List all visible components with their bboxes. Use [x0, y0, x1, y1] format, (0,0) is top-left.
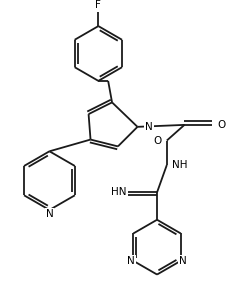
Text: N: N — [179, 256, 187, 266]
Text: N: N — [145, 122, 153, 132]
Text: N: N — [46, 209, 53, 219]
Text: F: F — [95, 0, 101, 10]
Text: NH: NH — [172, 160, 187, 170]
Text: O: O — [218, 120, 226, 130]
Text: HN: HN — [111, 187, 127, 197]
Text: N: N — [128, 256, 135, 266]
Text: N: N — [115, 187, 123, 197]
Text: O: O — [153, 136, 161, 145]
